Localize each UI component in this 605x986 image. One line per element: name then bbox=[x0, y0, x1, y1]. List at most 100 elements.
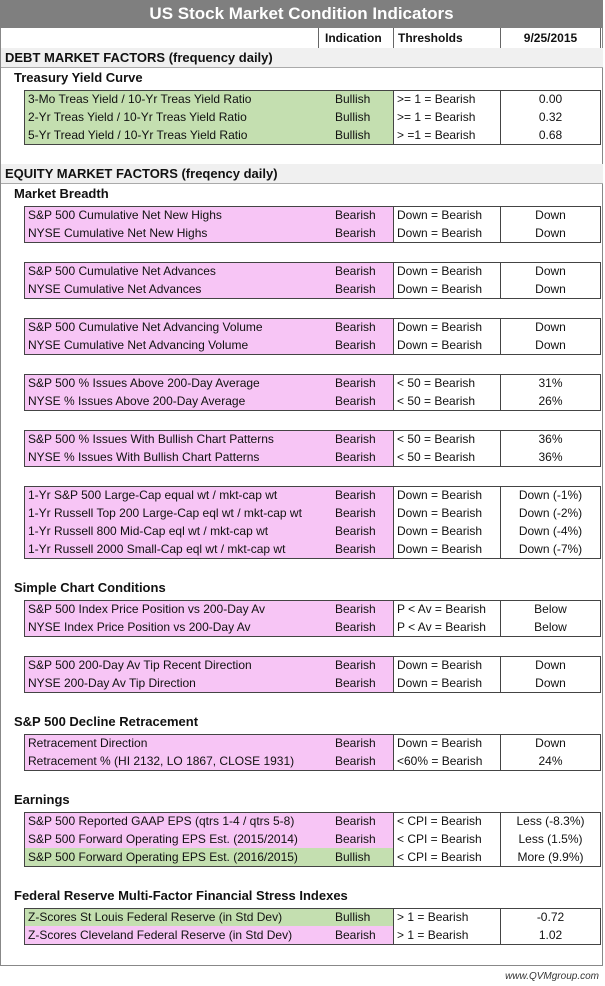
threshold: >= 1 = Bearish bbox=[393, 108, 501, 126]
indication: Bearish bbox=[333, 812, 394, 830]
indicator-value: Down bbox=[535, 320, 566, 334]
threshold: Down = Bearish bbox=[393, 318, 501, 336]
indication: Bearish bbox=[333, 392, 394, 410]
indicator-value: 36% bbox=[538, 450, 563, 464]
indicator-value: Below bbox=[534, 620, 567, 634]
row-group-border bbox=[24, 486, 601, 559]
indication: Bearish bbox=[333, 262, 394, 280]
indication: Bearish bbox=[333, 830, 394, 848]
indicator-value: Down bbox=[535, 226, 566, 240]
indicator-label: Z-Scores St Louis Federal Reserve (in St… bbox=[24, 908, 334, 926]
subsection-heading: Earnings bbox=[14, 792, 70, 807]
indicator-label: NYSE Index Price Position vs 200-Day Av bbox=[24, 618, 334, 636]
row-group-border bbox=[24, 908, 601, 945]
indicator-label: Retracement % (HI 2132, LO 1867, CLOSE 1… bbox=[24, 752, 334, 770]
indicator-value: Down bbox=[535, 264, 566, 278]
footer: www.QVMgroup.com bbox=[505, 971, 599, 982]
indication: Bullish bbox=[333, 908, 394, 926]
row-group-border bbox=[24, 318, 601, 355]
threshold: P < Av = Bearish bbox=[393, 600, 501, 618]
threshold: <60% = Bearish bbox=[393, 752, 501, 770]
row-group-border bbox=[24, 734, 601, 771]
indication: Bearish bbox=[333, 224, 394, 242]
indicator-label: S&P 500 200-Day Av Tip Recent Direction bbox=[24, 656, 334, 674]
indication: Bearish bbox=[333, 318, 394, 336]
indicator-value: More (9.9%) bbox=[517, 850, 584, 864]
indication: Bearish bbox=[333, 374, 394, 392]
indication: Bearish bbox=[333, 448, 394, 466]
indicator-value: Down bbox=[535, 676, 566, 690]
indicator-label: S&P 500 Reported GAAP EPS (qtrs 1-4 / qt… bbox=[24, 812, 334, 830]
threshold: Down = Bearish bbox=[393, 206, 501, 224]
indicator-value: 26% bbox=[538, 394, 563, 408]
threshold: < 50 = Bearish bbox=[393, 448, 501, 466]
section-heading: EQUITY MARKET FACTORS (freqency daily) bbox=[1, 164, 603, 184]
threshold: Down = Bearish bbox=[393, 734, 501, 752]
indicator-label: NYSE Cumulative Net Advances bbox=[24, 280, 334, 298]
indicator-value: -0.72 bbox=[536, 910, 565, 924]
indicator-label: S&P 500 Cumulative Net New Highs bbox=[24, 206, 334, 224]
indicator-value: 1.02 bbox=[538, 928, 563, 942]
section-heading: DEBT MARKET FACTORS (frequency daily) bbox=[1, 48, 603, 68]
indication: Bearish bbox=[333, 336, 394, 354]
indicator-value: Less (-8.3%) bbox=[516, 814, 585, 828]
subsection-heading: Federal Reserve Multi-Factor Financial S… bbox=[14, 888, 348, 903]
threshold: Down = Bearish bbox=[393, 656, 501, 674]
indicator-value: Down (-2%) bbox=[518, 506, 583, 520]
indication: Bearish bbox=[333, 280, 394, 298]
threshold: < CPI = Bearish bbox=[393, 830, 501, 848]
indicator-value: Down bbox=[535, 208, 566, 222]
indication: Bullish bbox=[333, 848, 394, 866]
row-group-border bbox=[24, 600, 601, 637]
subsection-heading: Market Breadth bbox=[14, 186, 109, 201]
indicator-label: 5-Yr Tread Yield / 10-Yr Treas Yield Rat… bbox=[24, 126, 334, 144]
row-group-border bbox=[24, 90, 601, 145]
threshold: < CPI = Bearish bbox=[393, 812, 501, 830]
subsection-heading: Treasury Yield Curve bbox=[14, 70, 143, 85]
indication: Bearish bbox=[333, 430, 394, 448]
indication: Bearish bbox=[333, 522, 394, 540]
indicator-label: 2-Yr Treas Yield / 10-Yr Treas Yield Rat… bbox=[24, 108, 334, 126]
indicator-value: Down bbox=[535, 736, 566, 750]
indication: Bearish bbox=[333, 656, 394, 674]
indicator-label: S&P 500 Cumulative Net Advancing Volume bbox=[24, 318, 334, 336]
threshold: > 1 = Bearish bbox=[393, 908, 501, 926]
indicator-label: S&P 500 Forward Operating EPS Est. (2016… bbox=[24, 848, 334, 866]
indicator-label: S&P 500 % Issues Above 200-Day Average bbox=[24, 374, 334, 392]
threshold: > =1 = Bearish bbox=[393, 126, 501, 144]
indicator-value: 0.00 bbox=[538, 92, 563, 106]
indicator-value: Down bbox=[535, 338, 566, 352]
indicator-label: 1-Yr S&P 500 Large-Cap equal wt / mkt-ca… bbox=[24, 486, 334, 504]
threshold: < 50 = Bearish bbox=[393, 430, 501, 448]
indicator-label: S&P 500 % Issues With Bullish Chart Patt… bbox=[24, 430, 334, 448]
indicator-value: Down bbox=[535, 658, 566, 672]
sheet-title: US Stock Market Condition Indicators bbox=[0, 0, 603, 28]
threshold: > 1 = Bearish bbox=[393, 926, 501, 944]
indication: Bullish bbox=[333, 108, 394, 126]
row-group-border bbox=[24, 430, 601, 467]
threshold: < 50 = Bearish bbox=[393, 374, 501, 392]
indicator-value: Less (1.5%) bbox=[518, 832, 583, 846]
indicator-value: 24% bbox=[538, 754, 563, 768]
indication: Bearish bbox=[333, 752, 394, 770]
indicator-label: NYSE % Issues With Bullish Chart Pattern… bbox=[24, 448, 334, 466]
indicator-value: Down (-4%) bbox=[518, 524, 583, 538]
indicator-label: Retracement Direction bbox=[24, 734, 334, 752]
indicator-label: 3-Mo Treas Yield / 10-Yr Treas Yield Rat… bbox=[24, 90, 334, 108]
indicator-value: 31% bbox=[538, 376, 563, 390]
column-header: Indication bbox=[318, 28, 394, 49]
indicator-value: Down (-7%) bbox=[518, 542, 583, 556]
indication: Bullish bbox=[333, 90, 394, 108]
indicator-label: 1-Yr Russell Top 200 Large-Cap eql wt / … bbox=[24, 504, 334, 522]
indicator-label: NYSE % Issues Above 200-Day Average bbox=[24, 392, 334, 410]
indicator-label: NYSE Cumulative Net New Highs bbox=[24, 224, 334, 242]
indicator-label: Z-Scores Cleveland Federal Reserve (in S… bbox=[24, 926, 334, 944]
threshold: Down = Bearish bbox=[393, 674, 501, 692]
threshold: >= 1 = Bearish bbox=[393, 90, 501, 108]
threshold: Down = Bearish bbox=[393, 540, 501, 558]
indication: Bearish bbox=[333, 618, 394, 636]
threshold: Down = Bearish bbox=[393, 262, 501, 280]
row-group-border bbox=[24, 262, 601, 299]
subsection-heading: Simple Chart Conditions bbox=[14, 580, 166, 595]
